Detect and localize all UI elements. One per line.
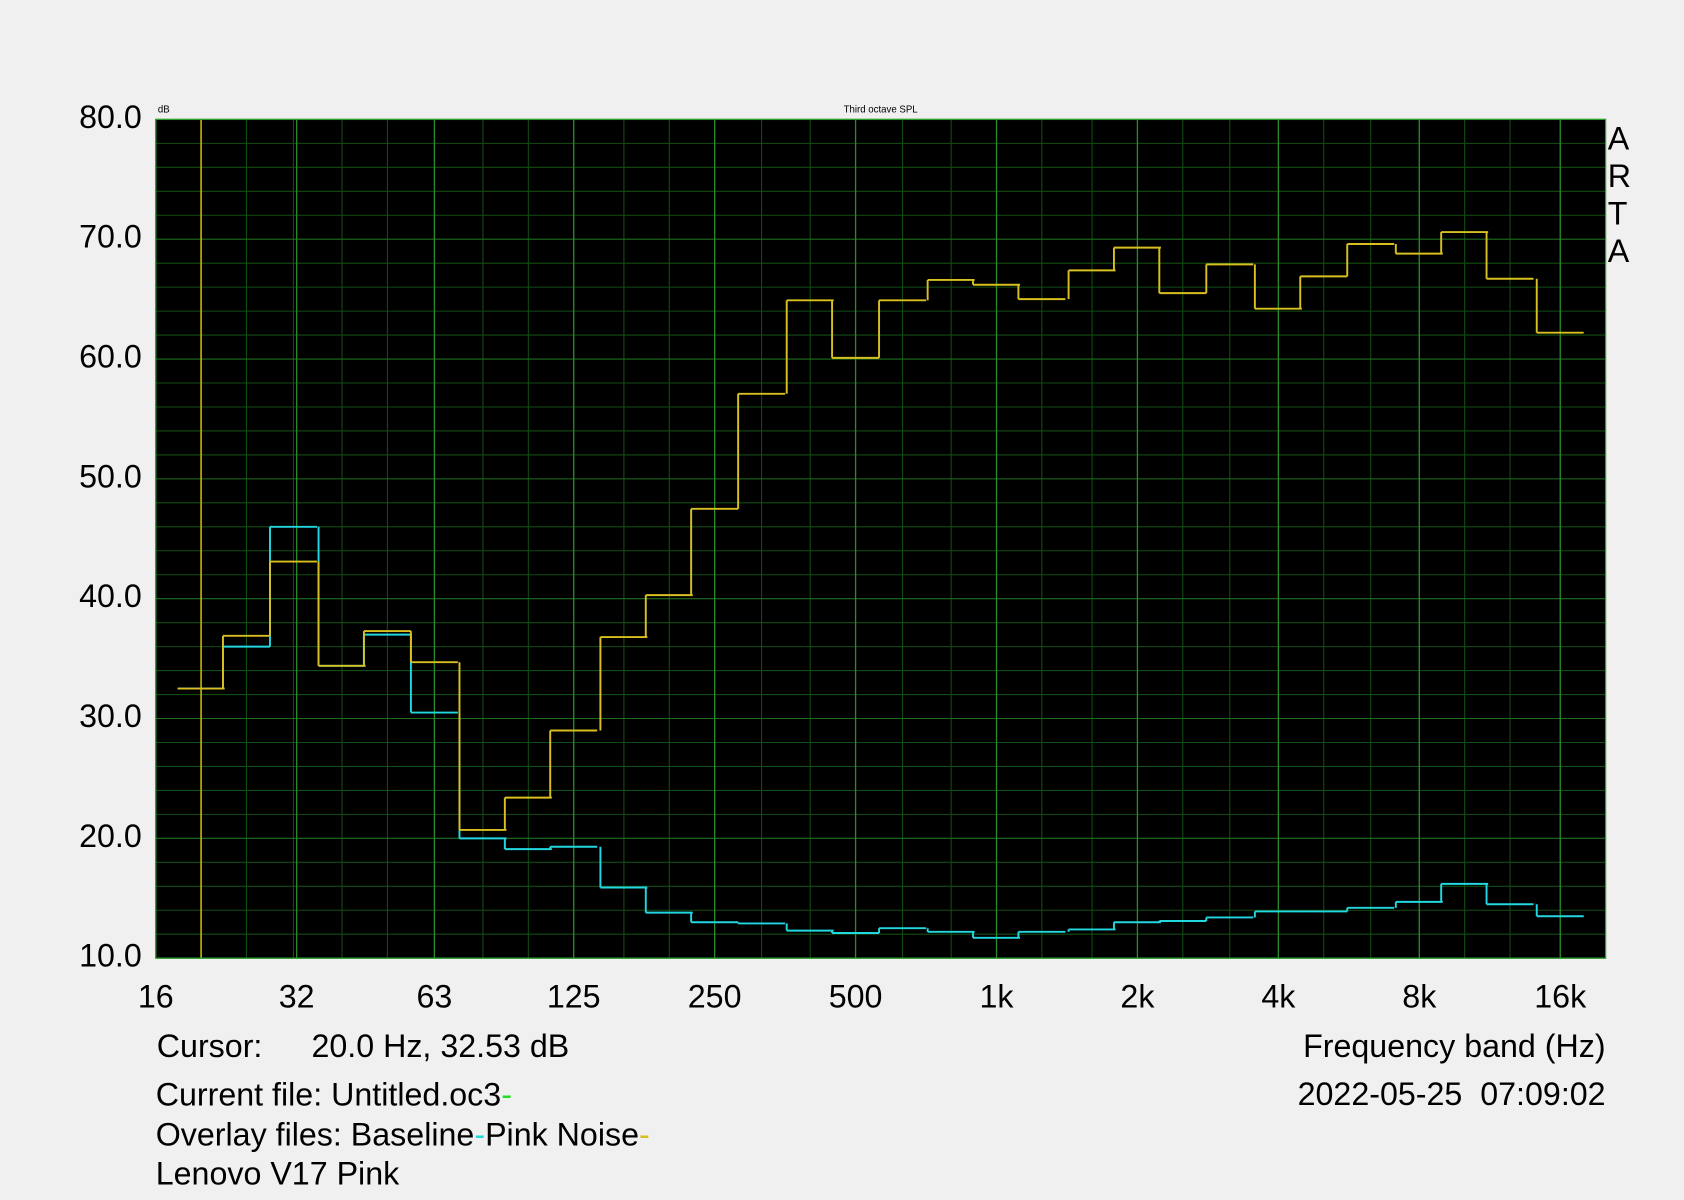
overlay-label: Overlay files: [156,1116,342,1152]
y-tick-label: 40.0 [79,578,142,614]
x-axis-label: Frequency band (Hz) [1303,1028,1606,1064]
x-tick-label: 125 [547,978,601,1014]
y-tick-label: 20.0 [79,818,142,854]
x-tick-label: 8k [1402,978,1437,1014]
current-file-line: Current file: Untitled.oc3- [156,1076,512,1112]
plot-area [155,119,1606,959]
brand: ARTA [1607,121,1632,270]
x-tick-label: 32 [279,978,315,1014]
y-unit: dB [158,104,170,115]
overlay-line: Overlay files: Baseline-Pink Noise- [156,1116,650,1152]
chart-title: Third octave SPL [844,104,919,115]
current-file-label: Current file: [156,1076,322,1112]
y-tick-label: 30.0 [79,698,142,734]
current-file: Untitled.oc3 [331,1076,501,1112]
brand-box: ARTA [1607,121,1632,270]
y-tick-label: 50.0 [79,458,142,494]
legend-label: Pink Noise [485,1116,639,1152]
x-tick-label: 1k [979,978,1014,1014]
cursor-label: Cursor: [157,1028,263,1064]
note: Lenovo V17 Pink [156,1156,400,1192]
y-tick-label: 10.0 [79,938,142,974]
x-tick-label: 63 [416,978,452,1014]
legend-label: Baseline [351,1116,475,1152]
plot-border [155,118,1607,959]
legend-swatch: - [474,1116,485,1152]
y-tick-label: 70.0 [79,219,142,255]
x-tick-label: 500 [829,978,883,1014]
current-file-swatch: - [501,1076,512,1112]
x-tick-label: 16k [1534,978,1587,1014]
cursor-text: 20.0 Hz, 32.53 dB [311,1028,569,1064]
y-tick-label: 80.0 [79,99,142,135]
x-tick-label: 2k [1120,978,1155,1014]
x-tick-label: 4k [1261,978,1296,1014]
y-tick-label: 60.0 [79,339,142,375]
x-tick-label: 250 [688,978,742,1014]
x-tick-label: 16 [138,978,174,1014]
timestamp: 2022-05-25 07:09:02 [1298,1076,1606,1112]
legend-swatch: - [639,1116,650,1152]
